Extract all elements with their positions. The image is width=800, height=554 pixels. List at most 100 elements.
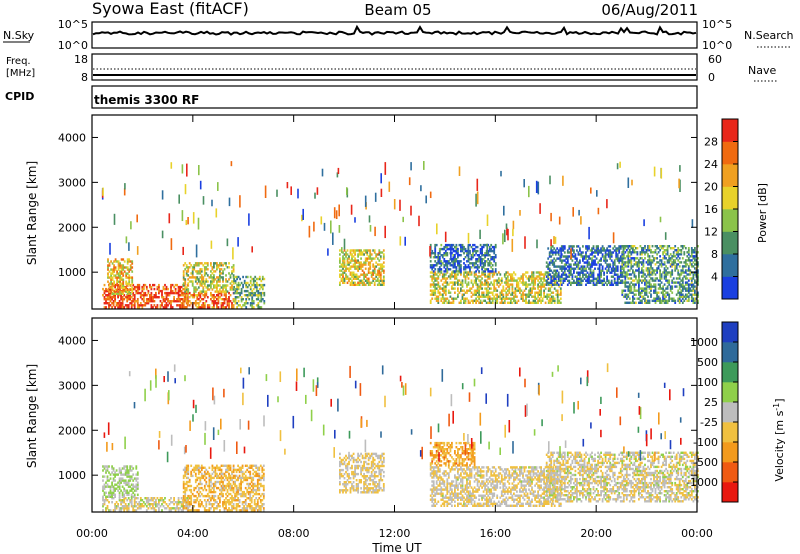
echo-cell [354, 261, 356, 264]
echo-cell [382, 261, 385, 264]
echo-cell [487, 295, 490, 298]
echo-cell [123, 481, 126, 484]
echo-cell [199, 470, 202, 474]
echo-cell [628, 273, 631, 276]
echo-cell [455, 245, 458, 249]
echo-cell [139, 294, 142, 297]
echo-cell [235, 492, 238, 496]
echo-cell [378, 259, 381, 262]
echo-cell [488, 283, 491, 286]
echo-cell [135, 509, 138, 512]
echo-cell [434, 254, 437, 257]
echo-cell [361, 279, 364, 282]
echo-cell [211, 294, 214, 297]
echo-cell [213, 306, 215, 309]
echo-cell [127, 485, 130, 488]
echo-cell [604, 259, 607, 262]
echo-cell [133, 505, 136, 508]
echo-cell [226, 499, 229, 502]
echo-cell [376, 263, 379, 266]
echo-cell [630, 285, 633, 288]
echo-cell [185, 306, 188, 309]
echo-cell [507, 228, 509, 241]
echo-cell [594, 255, 596, 258]
echo-cell [672, 299, 675, 302]
echo-cell [196, 296, 199, 299]
echo-cell [223, 501, 226, 504]
echo-cell [180, 285, 183, 289]
echo-cell [651, 271, 654, 274]
echo-cell [444, 243, 447, 247]
echo-cell [351, 255, 353, 258]
echo-cell [579, 275, 581, 278]
echo-cell [665, 269, 667, 272]
echo-cell [650, 249, 652, 252]
echo-cell [132, 507, 135, 510]
echo-cell [156, 287, 159, 291]
echo-cell [544, 273, 547, 276]
echo-cell [538, 291, 541, 294]
echo-cell [193, 501, 196, 504]
echo-cell [203, 484, 206, 488]
echo-cell [205, 494, 208, 498]
echo-cell [185, 220, 188, 226]
echo-cell [237, 281, 240, 285]
echo-cell [684, 283, 687, 286]
echo-cell [632, 283, 634, 286]
echo-cell [235, 474, 238, 478]
echo-cell [541, 285, 544, 288]
echo-cell [122, 264, 125, 267]
echo-cell [478, 260, 480, 263]
echo-cell [429, 299, 432, 302]
echo-cell [563, 269, 566, 272]
echo-cell [586, 279, 589, 282]
echo-cell [379, 265, 382, 268]
echo-cell [644, 299, 646, 302]
echo-cell [199, 482, 202, 486]
echo-cell [580, 269, 583, 272]
echo-cell [185, 466, 188, 469]
echo-cell [228, 296, 230, 299]
echo-cell [120, 469, 122, 472]
echo-cell [343, 257, 346, 260]
echo-cell [487, 293, 490, 296]
echo-cell [202, 286, 205, 289]
echo-cell [127, 509, 130, 512]
echo-cell [603, 255, 605, 258]
echo-cell [197, 294, 200, 297]
echo-cell [497, 277, 500, 280]
echo-cell [432, 266, 435, 269]
echo-cell [511, 283, 514, 286]
echo-cell [630, 261, 633, 264]
echo-cell [138, 503, 141, 506]
echo-cell [184, 490, 187, 494]
echo-cell [497, 279, 500, 282]
echo-cell [348, 267, 350, 270]
echo-cell [532, 287, 535, 290]
echo-cell [449, 291, 452, 294]
echo-cell [123, 489, 126, 492]
echo-cell [351, 257, 353, 260]
echo-cell [231, 476, 233, 480]
echo-cell [627, 289, 630, 292]
echo-cell [529, 289, 532, 292]
echo-cell [187, 217, 189, 225]
echo-cell [455, 275, 458, 278]
echo-cell [573, 271, 575, 274]
echo-cell [378, 263, 381, 266]
colorbar-swatch [722, 141, 738, 165]
echo-cell [461, 247, 464, 251]
echo-cell [666, 251, 669, 254]
echo-cell [431, 271, 434, 274]
echo-cell [464, 271, 467, 274]
echo-cell [674, 269, 677, 272]
echo-cell [580, 253, 583, 256]
echo-cell [128, 278, 131, 281]
echo-cell [150, 287, 153, 291]
echo-cell [366, 273, 369, 276]
echo-cell [538, 277, 541, 280]
echo-cell [499, 293, 502, 296]
echo-cell [451, 245, 453, 249]
echo-cell [102, 499, 104, 502]
echo-cell [579, 283, 581, 286]
